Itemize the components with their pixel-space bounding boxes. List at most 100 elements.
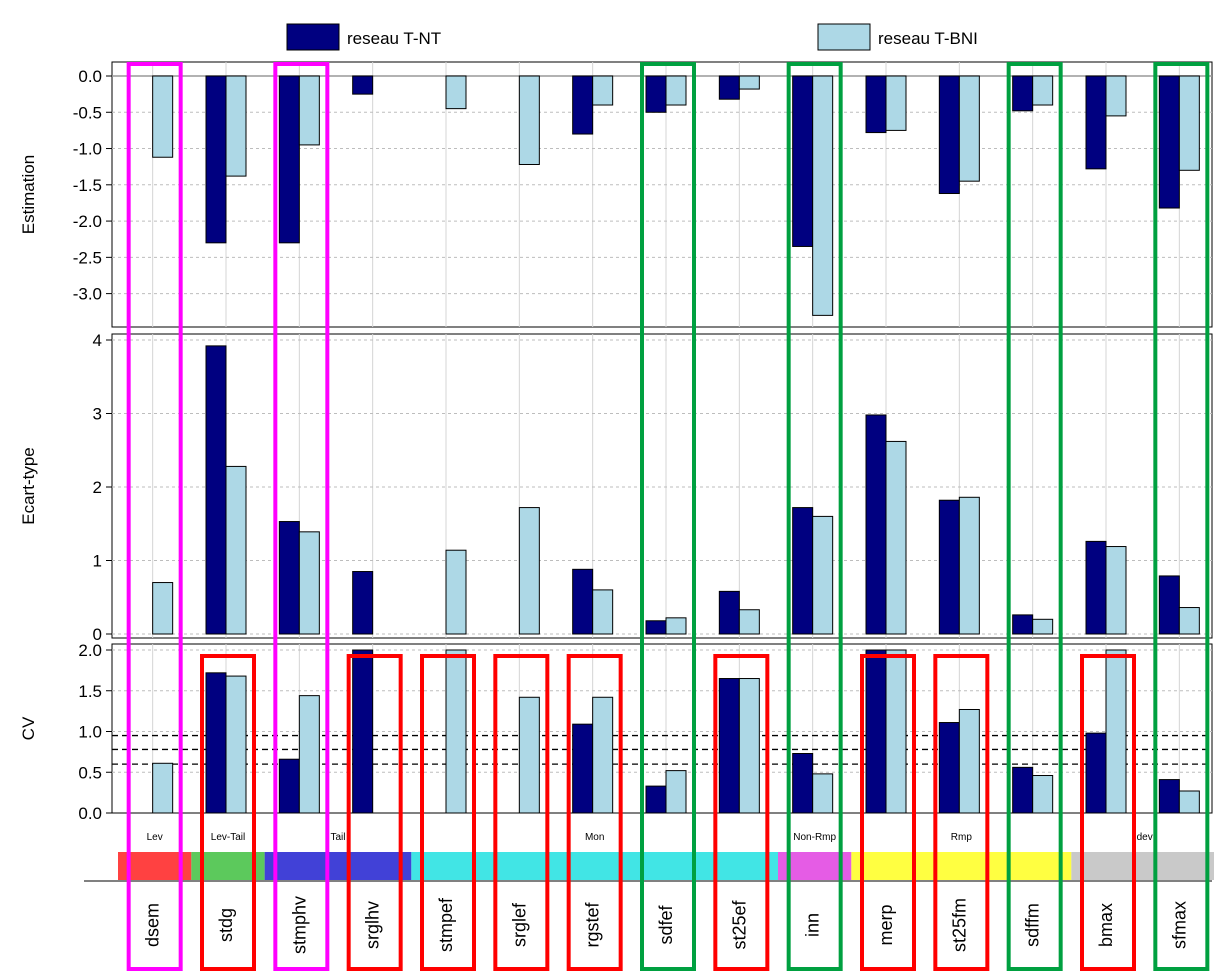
bar-tnt-bmax bbox=[1085, 75, 1107, 170]
bar-tbni-bmax bbox=[1105, 546, 1127, 635]
bar-tbni-inn bbox=[812, 773, 834, 814]
bar-tnt-rgstef bbox=[572, 723, 594, 814]
x-tick-label: srglhv bbox=[363, 901, 383, 949]
y-tick-label: -2.0 bbox=[73, 212, 102, 231]
bar-tbni-rgstef bbox=[592, 75, 614, 106]
bar-tbni-sdffm bbox=[1032, 775, 1054, 814]
y-tick-label: -0.5 bbox=[73, 103, 102, 122]
y-tick-label: 0.0 bbox=[78, 67, 102, 86]
bar-tbni-st25ef bbox=[738, 609, 760, 635]
highlight-box bbox=[933, 654, 990, 971]
bar-tnt-srglhv bbox=[352, 649, 374, 814]
y-tick-label: 1 bbox=[93, 552, 102, 571]
bar-tnt-stmphv bbox=[278, 758, 300, 814]
bar-tbni-dsem bbox=[152, 75, 174, 158]
group-label: dev bbox=[1137, 832, 1153, 843]
bar-tnt-rgstef bbox=[572, 75, 594, 135]
highlight-box bbox=[1080, 654, 1136, 971]
bar-tnt-st25ef bbox=[718, 678, 740, 814]
bar-tbni-stmphv bbox=[298, 695, 320, 814]
highlight-box bbox=[200, 654, 256, 971]
x-tick-label: merp bbox=[876, 904, 896, 945]
highlight-box bbox=[640, 62, 696, 971]
group-label: Lev bbox=[147, 832, 163, 843]
x-tick-label: sfmax bbox=[1169, 901, 1189, 949]
highlight-box bbox=[713, 654, 770, 971]
bar-tbni-merp bbox=[885, 649, 907, 814]
bar-tbni-srglef bbox=[518, 75, 540, 165]
legend-swatch bbox=[286, 23, 340, 51]
bar-tnt-st25fm bbox=[938, 499, 960, 635]
bar-tnt-sdffm bbox=[1012, 766, 1034, 814]
bar-tnt-bmax bbox=[1085, 732, 1107, 814]
bar-tbni-st25fm bbox=[958, 708, 980, 814]
bar-tnt-sfmax bbox=[1158, 575, 1180, 635]
bar-tnt-inn bbox=[792, 507, 814, 635]
highlight-box bbox=[1006, 62, 1063, 971]
x-tick-label: srglef bbox=[509, 902, 529, 947]
bar-tnt-sfmax bbox=[1158, 75, 1180, 209]
bar-tnt-stdg bbox=[205, 345, 227, 635]
group-label: Mon bbox=[585, 832, 604, 843]
bar-tnt-inn bbox=[792, 753, 814, 814]
bar-tnt-stdg bbox=[205, 672, 227, 814]
bar-tbni-bmax bbox=[1105, 75, 1127, 117]
bar-tbni-inn bbox=[812, 75, 834, 316]
bar-tbni-st25ef bbox=[738, 678, 760, 814]
x-tick-label: stmpef bbox=[436, 897, 456, 952]
x-tick-label: stmphv bbox=[289, 896, 309, 954]
bar-tbni-stmpef bbox=[445, 649, 467, 814]
legend-label: reseau T-BNI bbox=[878, 29, 978, 48]
legend-swatch bbox=[817, 23, 871, 51]
bar-tbni-sfmax bbox=[1178, 75, 1200, 171]
bar-tbni-dsem bbox=[152, 762, 174, 814]
bar-tnt-merp bbox=[865, 649, 887, 814]
legend-label: reseau T-NT bbox=[347, 29, 441, 48]
x-tick-label: sdfef bbox=[656, 904, 676, 944]
y-tick-label: -1.5 bbox=[73, 176, 102, 195]
group-label: Non-Rmp bbox=[793, 832, 836, 843]
bar-tbni-dsem bbox=[152, 582, 174, 635]
bar-tbni-stdg bbox=[225, 465, 247, 635]
x-tick-label: rgstef bbox=[583, 901, 603, 947]
highlight-box bbox=[126, 62, 183, 971]
bar-tnt-st25ef bbox=[718, 590, 740, 635]
y-tick-label: 0.5 bbox=[78, 763, 102, 782]
bar-tbni-srglef bbox=[518, 507, 540, 635]
bar-tbni-st25fm bbox=[958, 75, 980, 182]
x-tick-label: sdffm bbox=[1023, 903, 1043, 947]
panel-2: 0 1 2 3 4 Ecart-type bbox=[19, 331, 1213, 644]
y-axis-label: Ecart-type bbox=[19, 447, 38, 524]
y-axis-label: CV bbox=[19, 716, 38, 740]
y-tick-label: 1.5 bbox=[78, 682, 102, 701]
highlight-boxes bbox=[126, 62, 1210, 971]
bar-tbni-bmax bbox=[1105, 649, 1127, 814]
bar-tbni-st25ef bbox=[738, 75, 760, 90]
group-label: Rmp bbox=[951, 832, 973, 843]
highlight-box bbox=[346, 654, 403, 971]
y-tick-label: 0.0 bbox=[78, 804, 102, 823]
bar-tbni-sfmax bbox=[1178, 607, 1200, 635]
bar-tnt-rgstef bbox=[572, 568, 594, 635]
bar-tbni-rgstef bbox=[592, 696, 614, 814]
bar-tbni-merp bbox=[885, 75, 907, 131]
bar-tnt-srglhv bbox=[352, 75, 374, 95]
bar-tbni-sdffm bbox=[1032, 75, 1054, 106]
bar-tnt-sdfef bbox=[645, 785, 667, 814]
bar-tbni-merp bbox=[885, 440, 907, 635]
bar-tbni-sdfef bbox=[665, 770, 687, 814]
bar-tbni-sdfef bbox=[665, 617, 687, 635]
highlight-box bbox=[493, 654, 550, 971]
group-band-dev bbox=[1071, 852, 1214, 880]
panel-3: 0.0 0.5 1.0 1.5 2.0 CV bbox=[19, 641, 1213, 823]
bar-tnt-stmphv bbox=[278, 521, 300, 635]
highlight-box bbox=[420, 654, 476, 971]
x-tick-label: bmax bbox=[1096, 903, 1116, 947]
highlight-box bbox=[566, 654, 623, 971]
chart-panels: 0.0 -0.5 -1.0 -1.5 -2.0 -2.5 -3.0 Estimation 0 1 2… bbox=[19, 61, 1213, 823]
highlight-box bbox=[860, 654, 916, 971]
highlight-box bbox=[1153, 62, 1210, 971]
group-band-tail bbox=[264, 852, 412, 880]
legend: reseau T-NT reseau T-BNI bbox=[286, 23, 978, 51]
